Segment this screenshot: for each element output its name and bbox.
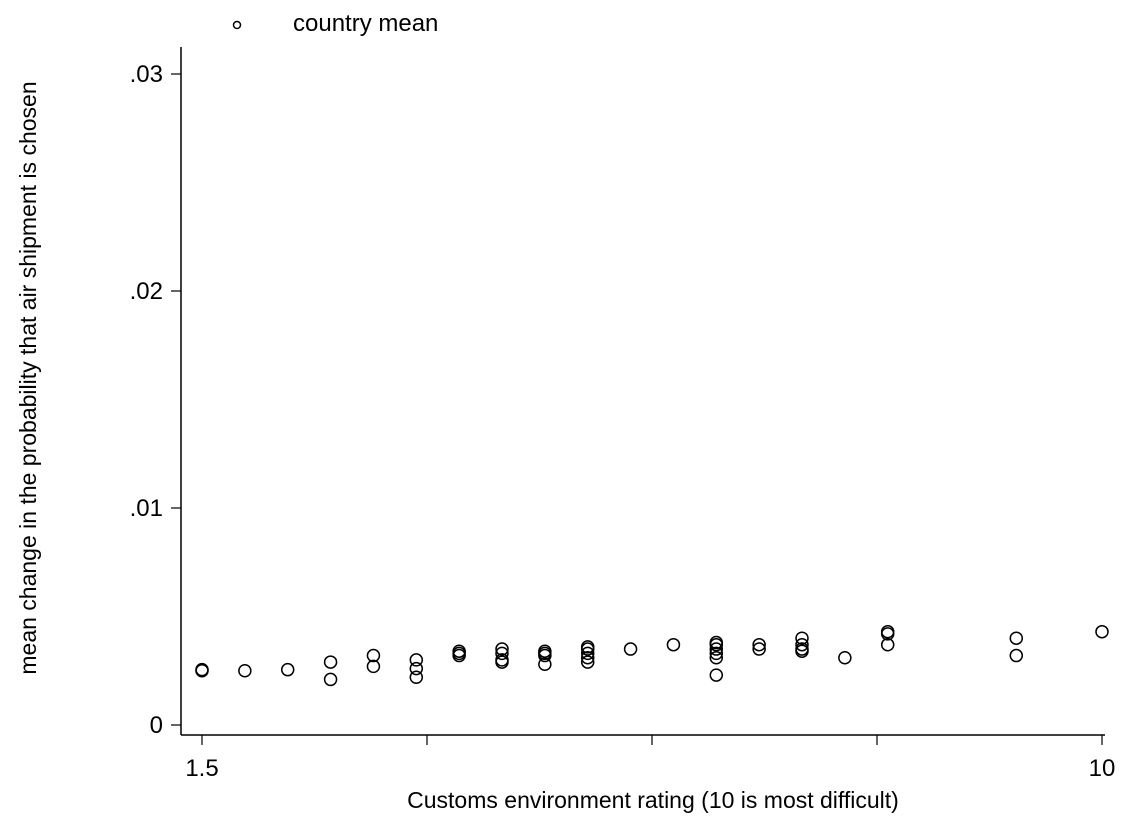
data-point <box>880 627 895 641</box>
data-point <box>752 637 766 652</box>
y-tick-label: .02 <box>130 278 163 305</box>
data-point <box>1095 624 1109 639</box>
data-point <box>795 644 809 658</box>
data-point <box>409 670 424 685</box>
data-point <box>409 653 424 667</box>
data-point <box>580 655 595 669</box>
data-point <box>795 631 809 645</box>
data-point <box>195 662 209 677</box>
data-point <box>323 672 338 687</box>
y-axis-title: mean change in the probability that air … <box>15 81 41 674</box>
data-point <box>366 659 381 674</box>
data-point <box>838 650 852 665</box>
data-points <box>195 624 1109 687</box>
legend: country mean <box>232 10 438 37</box>
data-point <box>709 642 724 656</box>
data-point <box>538 657 552 671</box>
y-tick-label: .01 <box>130 495 163 522</box>
data-point <box>495 646 509 661</box>
data-point <box>238 664 252 678</box>
data-point <box>709 650 724 665</box>
data-point <box>623 642 638 656</box>
y-tick-label: 0 <box>150 712 163 739</box>
data-point <box>709 637 724 652</box>
data-point <box>795 637 809 652</box>
data-point <box>580 650 595 665</box>
data-point <box>880 637 895 652</box>
data-point <box>323 655 338 669</box>
data-point <box>1009 631 1024 645</box>
data-point <box>366 648 381 663</box>
x-tick-label: 1.5 <box>185 755 218 782</box>
legend-marker-icon <box>232 20 242 30</box>
data-point <box>495 642 509 656</box>
data-point <box>580 646 595 661</box>
data-point <box>666 637 681 652</box>
data-point <box>709 646 724 661</box>
data-point <box>709 668 724 682</box>
legend-label: country mean <box>293 10 438 37</box>
data-point <box>538 648 552 663</box>
data-point <box>280 662 295 677</box>
data-point <box>1009 648 1024 663</box>
data-point <box>409 661 424 676</box>
x-axis-title: Customs environment rating (10 is most d… <box>407 787 899 813</box>
data-point <box>752 642 766 656</box>
data-point <box>580 642 595 656</box>
x-axis: 1.5 10 <box>181 734 1116 782</box>
y-axis: 0 .01 .02 .03 <box>130 47 182 739</box>
x-tick-label: 10 <box>1089 755 1116 782</box>
y-tick-label: .03 <box>130 61 163 88</box>
data-point <box>495 653 509 667</box>
data-point <box>452 646 466 661</box>
